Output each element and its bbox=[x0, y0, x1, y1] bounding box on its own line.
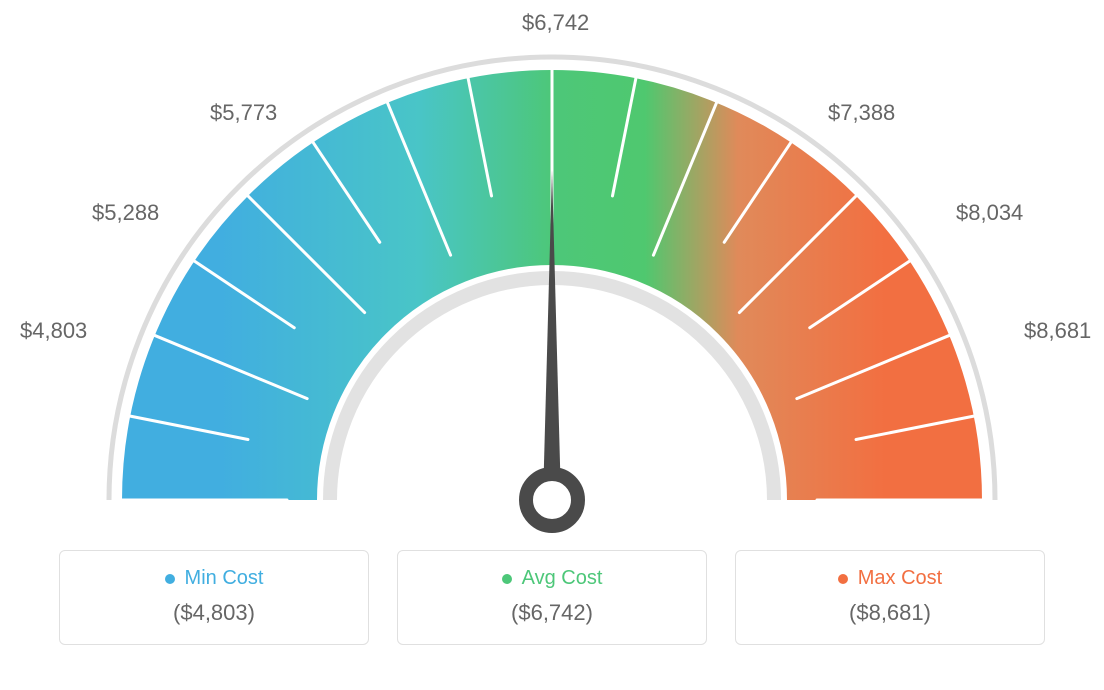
legend-card-avg: Avg Cost ($6,742) bbox=[397, 550, 707, 645]
legend-title-text: Max Cost bbox=[858, 567, 942, 590]
gauge-area: $4,803 $5,288 $5,773 $6,742 $7,388 $8,034 $8,6… bbox=[0, 0, 1104, 560]
dot-icon bbox=[165, 574, 175, 584]
dot-icon bbox=[838, 574, 848, 584]
tick-label: $8,034 bbox=[956, 200, 1023, 226]
cost-gauge-widget: $4,803 $5,288 $5,773 $6,742 $7,388 $8,034 $8,6… bbox=[0, 0, 1104, 690]
legend-card-max: Max Cost ($8,681) bbox=[735, 550, 1045, 645]
dot-icon bbox=[502, 574, 512, 584]
tick-label: $4,803 bbox=[20, 318, 87, 344]
legend-title-max: Max Cost bbox=[838, 567, 942, 590]
legend-title-text: Min Cost bbox=[185, 567, 264, 590]
legend-value-min: ($4,803) bbox=[80, 600, 348, 626]
tick-label: $5,288 bbox=[92, 200, 159, 226]
legend-title-min: Min Cost bbox=[165, 567, 264, 590]
legend-card-min: Min Cost ($4,803) bbox=[59, 550, 369, 645]
legend-title-avg: Avg Cost bbox=[502, 567, 603, 590]
legend-title-text: Avg Cost bbox=[522, 567, 603, 590]
legend-row: Min Cost ($4,803) Avg Cost ($6,742) Max … bbox=[0, 550, 1104, 645]
tick-label: $8,681 bbox=[1024, 318, 1091, 344]
tick-label: $6,742 bbox=[522, 10, 589, 36]
legend-value-avg: ($6,742) bbox=[418, 600, 686, 626]
tick-label: $5,773 bbox=[210, 100, 277, 126]
legend-value-max: ($8,681) bbox=[756, 600, 1024, 626]
tick-label: $7,388 bbox=[828, 100, 895, 126]
